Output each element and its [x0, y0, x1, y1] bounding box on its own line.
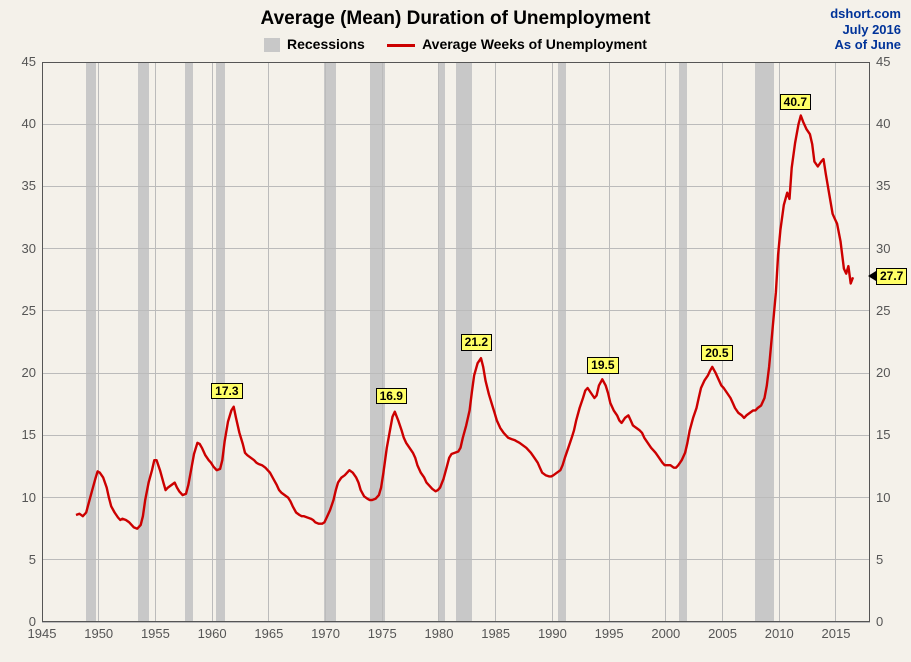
x-axis-label: 1985: [476, 626, 516, 641]
plot-area: 17.3 16.9 21.2 19.5 20.5 40.7: [42, 62, 870, 622]
y-axis-label-right: 10: [876, 490, 906, 505]
recession-swatch: [264, 38, 280, 52]
x-axis-label: 1970: [306, 626, 346, 641]
x-axis-label: 2005: [703, 626, 743, 641]
x-axis-label: 1980: [419, 626, 459, 641]
y-axis-label-left: 10: [6, 490, 36, 505]
x-axis-label: 1960: [192, 626, 232, 641]
source-date: July 2016: [830, 22, 901, 38]
peak-annotation: 17.3: [211, 383, 242, 399]
x-axis-label: 1975: [362, 626, 402, 641]
y-axis-label-left: 20: [6, 365, 36, 380]
source-site: dshort.com: [830, 6, 901, 22]
y-axis-label-right: 30: [876, 241, 906, 256]
y-axis-label-right: 45: [876, 54, 906, 69]
y-axis-label-left: 25: [6, 303, 36, 318]
y-axis-label-left: 35: [6, 178, 36, 193]
peak-annotation: 19.5: [587, 357, 618, 373]
end-value-arrow-icon: [868, 271, 876, 281]
x-axis-label: 2000: [646, 626, 686, 641]
peak-annotation: 40.7: [780, 94, 811, 110]
y-axis-label-left: 30: [6, 241, 36, 256]
y-axis-label-right: 20: [876, 365, 906, 380]
x-axis-label: 1955: [135, 626, 175, 641]
x-axis-label: 1990: [532, 626, 572, 641]
y-axis-label-left: 5: [6, 552, 36, 567]
y-axis-label-left: 40: [6, 116, 36, 131]
x-axis-label: 2010: [759, 626, 799, 641]
chart-container: Average (Mean) Duration of Unemployment …: [0, 0, 911, 662]
x-axis-label: 1945: [22, 626, 62, 641]
x-axis-label: 1965: [249, 626, 289, 641]
series-svg: [42, 62, 870, 622]
y-axis-label-right: 35: [876, 178, 906, 193]
line-swatch: [387, 44, 415, 47]
y-axis-label-left: 15: [6, 427, 36, 442]
chart-title: Average (Mean) Duration of Unemployment: [0, 8, 911, 30]
legend-recessions-label: Recessions: [287, 36, 365, 52]
x-axis-label: 1995: [589, 626, 629, 641]
peak-annotation: 16.9: [376, 388, 407, 404]
x-axis-label: 2015: [816, 626, 856, 641]
legend: Recessions Average Weeks of Unemployment: [0, 36, 911, 52]
y-axis-label-left: 45: [6, 54, 36, 69]
end-value-label: 27.7: [876, 268, 907, 284]
legend-series-label: Average Weeks of Unemployment: [422, 36, 647, 52]
y-axis-label-right: 5: [876, 552, 906, 567]
y-axis-label-right: 25: [876, 303, 906, 318]
y-axis-label-right: 15: [876, 427, 906, 442]
peak-annotation: 21.2: [461, 334, 492, 350]
y-axis-label-right: 0: [876, 614, 906, 629]
unemployment-series-line: [76, 116, 853, 529]
y-axis-label-right: 40: [876, 116, 906, 131]
x-axis-label: 1950: [79, 626, 119, 641]
peak-annotation: 20.5: [701, 345, 732, 361]
